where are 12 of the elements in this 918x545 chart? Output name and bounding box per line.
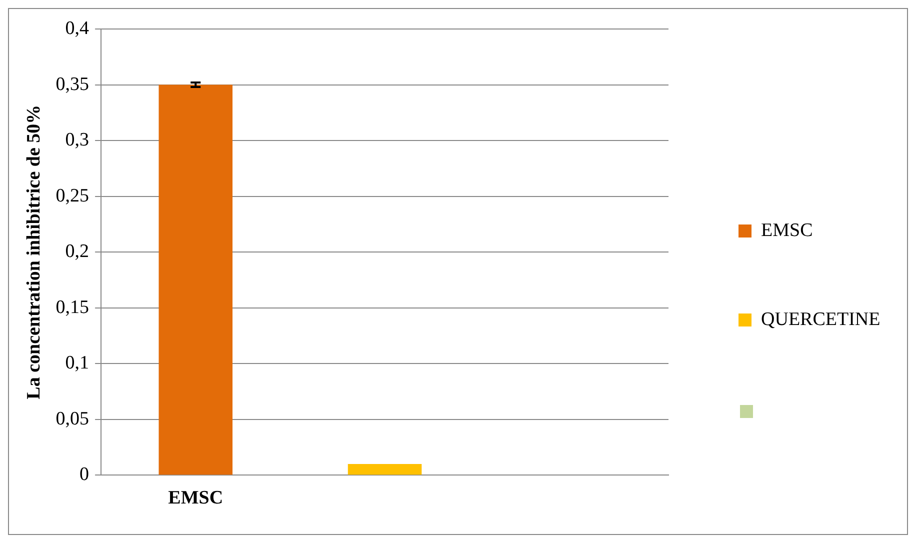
y-tick-label: 0,3 [65,130,90,151]
y-tick-label: 0,15 [56,296,90,318]
y-tick-label: 0,4 [65,18,90,39]
y-tick-label: 0,2 [65,241,90,262]
legend-label: QUERCETINE [761,308,880,330]
y-tick-label: 0,1 [65,352,90,374]
y-axis-title: La concentration inhibitrice de 50% [23,104,44,400]
y-tick-label: 0,05 [56,408,90,430]
y-tick-label: 0,25 [56,185,90,206]
y-tick-label: 0 [80,464,90,486]
legend-label: EMSC [761,220,813,241]
y-tick-label: 0,35 [56,74,90,95]
